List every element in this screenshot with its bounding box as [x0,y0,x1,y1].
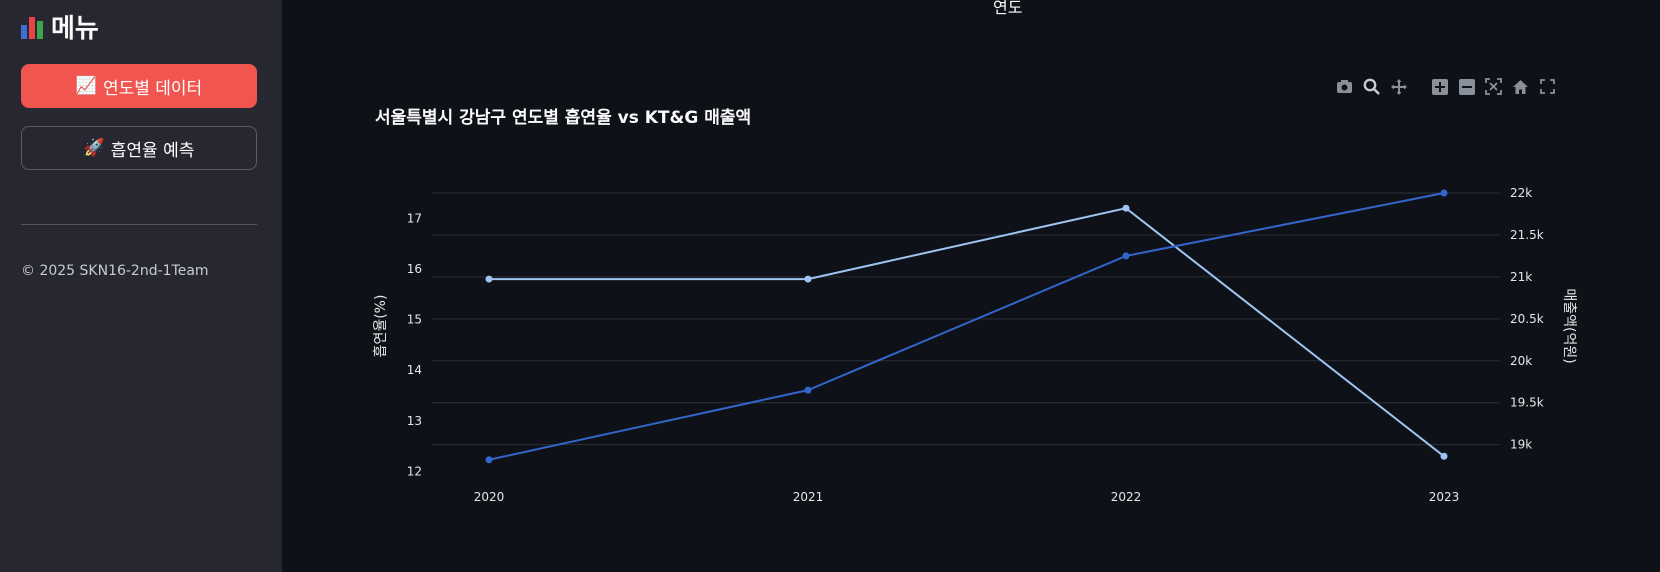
y-tick-label: 16 [407,262,422,276]
data-point[interactable] [1122,252,1130,260]
sidebar: 메뉴 📈 연도별 데이터 🚀 흡연율 예측 © 2025 SKN16-2nd-1… [0,0,282,572]
chart-modebar [1335,77,1557,96]
x-tick-label: 2022 [1111,490,1142,504]
rocket-icon: 🚀 [83,138,105,158]
x-tick-label: 2023 [1429,490,1460,504]
x-tick-label: 2021 [793,490,824,504]
bar-chart-icon [21,15,43,39]
sidebar-divider [21,224,257,225]
previous-chart-x-axis-label: 연도 [993,0,1023,17]
data-point[interactable] [485,275,493,283]
y2-tick-label: 19.5k [1510,396,1544,410]
y2-tick-label: 20k [1510,354,1532,368]
yearly-data-button[interactable]: 📈 연도별 데이터 [21,64,257,108]
data-point[interactable] [804,386,812,394]
data-point[interactable] [804,275,812,283]
y-tick-label: 13 [407,414,422,428]
smoking-forecast-button[interactable]: 🚀 흡연율 예측 [21,126,257,170]
y-tick-label: 15 [407,313,422,327]
y2-tick-label: 20.5k [1510,312,1544,326]
data-point[interactable] [1440,452,1448,460]
y-axis-label: 흡연율(%) [373,295,389,358]
fullscreen-icon[interactable] [1538,77,1557,96]
pan-icon[interactable] [1389,77,1408,96]
zoom-icon[interactable] [1362,77,1381,96]
smoking-forecast-button-label: 흡연율 예측 [110,140,195,161]
data-point[interactable] [485,456,493,464]
chart-title: 서울특별시 강남구 연도별 흡연율 vs KT&G 매출액 [375,108,752,128]
data-point[interactable] [1122,204,1130,212]
y-tick-label: 17 [407,211,422,225]
zoom-in-icon[interactable] [1430,77,1449,96]
y2-tick-label: 22k [1510,186,1532,200]
series-line-0 [489,207,1445,458]
y-tick-label: 12 [407,464,422,478]
camera-icon[interactable] [1335,77,1354,96]
zoom-out-icon[interactable] [1457,77,1476,96]
series-line-1 [488,192,1445,461]
y2-tick-label: 19k [1510,438,1532,452]
autoscale-icon[interactable] [1484,77,1503,96]
home-icon[interactable] [1511,77,1530,96]
y-tick-label: 14 [407,363,422,377]
y2-tick-label: 21k [1510,270,1532,284]
x-tick-label: 2020 [474,490,505,504]
data-point[interactable] [1440,189,1448,197]
y2-axis-label: 매출액(억원) [1561,288,1577,363]
y2-tick-label: 21.5k [1510,228,1544,242]
sidebar-title: 메뉴 [21,8,99,45]
chart-increasing-icon: 📈 [75,76,97,96]
sidebar-title-text: 메뉴 [51,14,99,44]
copyright-footer: © 2025 SKN16-2nd-1Team [21,263,209,279]
yearly-data-button-label: 연도별 데이터 [102,78,203,99]
